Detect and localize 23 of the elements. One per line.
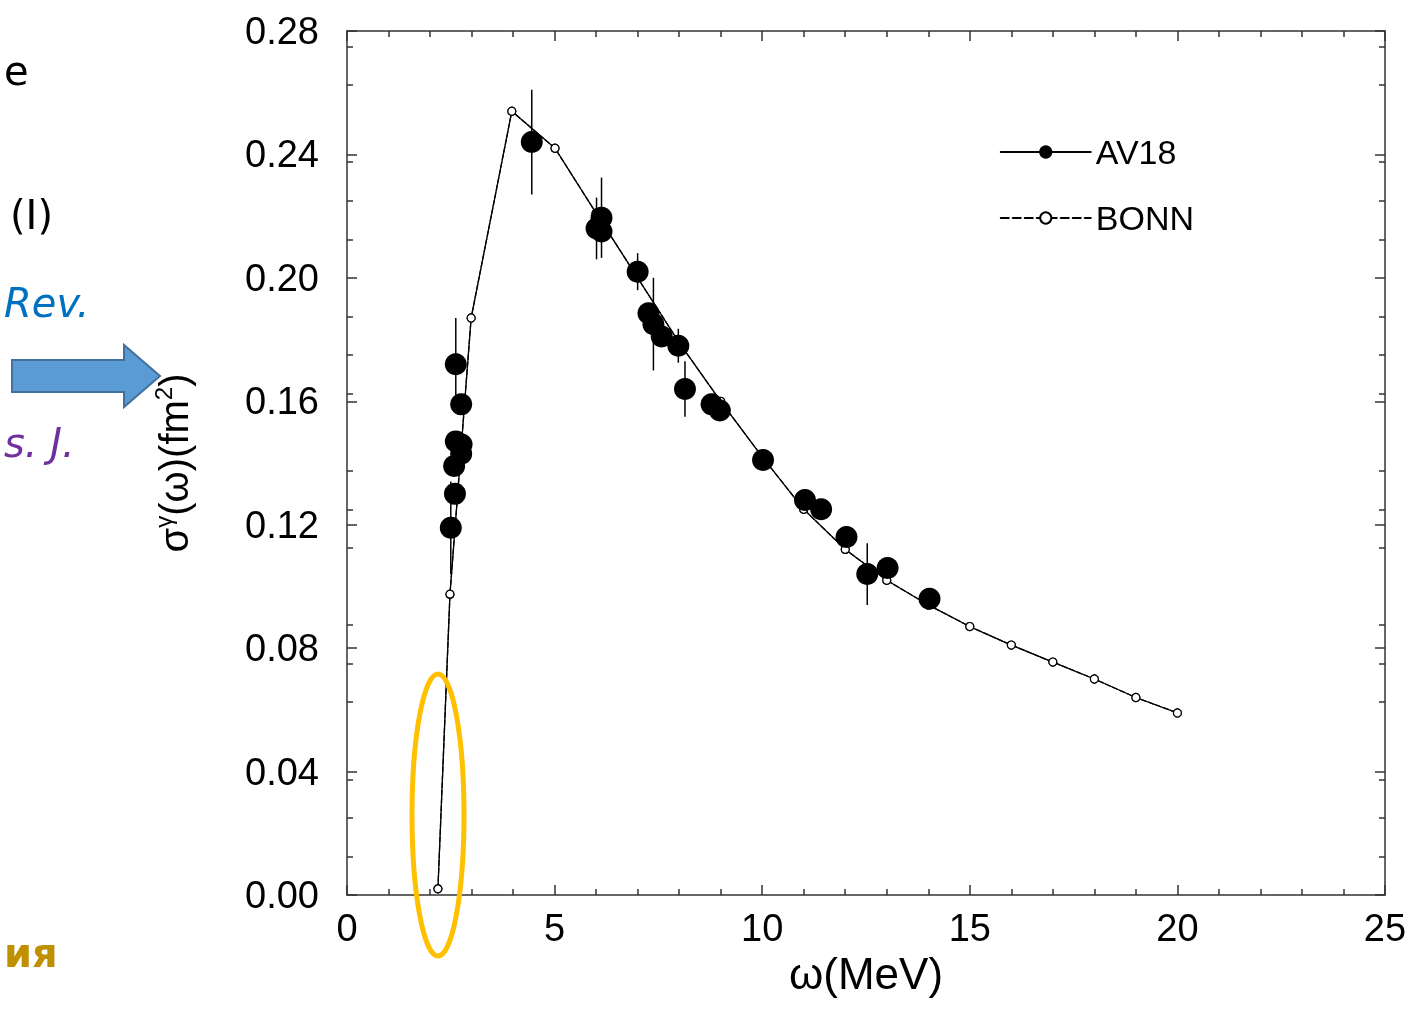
y-tick-label: 0.20 [245,256,319,299]
x-tick-label: 25 [1363,907,1407,949]
legend-label: BONN [1095,199,1194,237]
x-tick-label: 20 [1156,907,1199,949]
text: e [4,48,29,94]
y-tick-label: 0.04 [245,750,319,793]
y-tick-label: 0.24 [245,133,319,176]
x-axis-title: ω(MeV) [788,949,944,999]
y-tick-label: 0.28 [245,10,319,52]
y-tick-label: 0.08 [245,627,319,670]
y-axis-title: σγ(ω)(fm2) [149,373,196,553]
y-tick-label: 0.00 [245,874,319,916]
x-tick-label: 5 [544,907,566,949]
y-tick-label: 0.12 [245,503,319,546]
text: Rev. [4,280,90,326]
x-tick-label: 10 [741,907,784,949]
x-tick-label: 15 [948,907,991,949]
text: s. J. [4,420,75,466]
y-tick-label: 0.16 [245,380,319,423]
text: ия [4,930,58,976]
legend-label: AV18 [1095,133,1177,171]
x-tick-label: 0 [336,907,358,949]
text: (I) [10,192,54,238]
